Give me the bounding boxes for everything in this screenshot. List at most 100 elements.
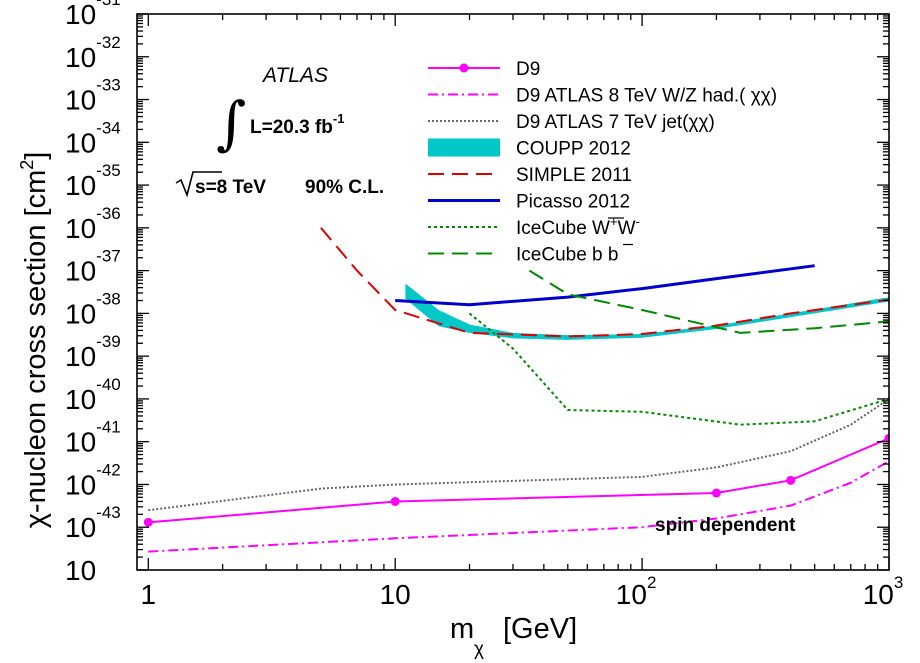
y-tick-label: 10-39 [65,332,121,372]
legend-label-part: W [618,218,636,239]
x-axis-title: m [450,613,474,645]
line-icecube-bb [528,269,889,334]
line-simple [320,227,889,338]
y-tick-label-base: 10 [65,469,96,500]
luminosity-label: L=20.3 fb-1 [250,111,344,138]
x-axis-title-subscript: χ [474,639,484,660]
x-tick-label: 103 [863,573,904,610]
point-d9-0 [143,517,153,527]
y-tick-label-base: 10 [65,256,96,287]
series-d9-wz [148,460,889,553]
y-tick-label-exponent: -35 [96,161,121,180]
legend-entry-simple: SIMPLE 2011 [428,165,632,186]
line-icecube-ww [468,312,889,426]
line-d9 [148,437,889,524]
point-d9-1 [390,496,400,506]
y-tick-label-exponent: -32 [96,33,121,52]
y-tick-label-exponent: -33 [96,76,121,95]
luminosity-exponent: -1 [333,111,345,126]
y-axis-title: χ-nucleon cross section [cm2] [17,152,52,529]
legend-marker-d9 [459,63,469,73]
y-tick-label-exponent: -43 [96,503,121,522]
y-tick-label-base: 10 [65,170,96,201]
y-tick-label-base: 10 [65,341,96,372]
legend-label-sup: - [636,214,640,229]
spin-dependent-label: spin dependent [655,515,796,536]
series-picasso [395,264,815,307]
line-d9-jet [148,398,889,512]
legend-label-part: IceCube W [516,218,610,239]
y-tick-label: 10-43 [65,503,121,543]
series-icecube-ww [468,312,889,426]
legend-label-simple: SIMPLE 2011 [516,165,632,186]
cl-label: 90% C.L. [305,177,384,198]
y-tick-label: 10-36 [65,204,121,244]
legend-label-icecube-bb: IceCube b b [516,245,618,266]
legend-label-d9-jet: D9 ATLAS 7 TeV jet(χχ) [516,112,715,133]
legend-label-picasso: Picasso 2012 [516,192,630,213]
y-tick-label: 10-40 [65,375,121,415]
y-tick-label-base: 10 [65,427,96,458]
y-tick-label-exponent: -37 [96,247,121,266]
legend-label-icecube-ww: IceCube W+W- [516,214,640,239]
legend-entry-icecube-ww: IceCube W+W- [428,214,640,239]
x-tick-label-exponent: 3 [894,573,903,592]
y-tick-label: 10-41 [65,418,121,458]
x-tick-label-base: 10 [863,579,894,610]
y-tick-label: 10-38 [65,289,121,329]
y-axis-title-close: ] [20,152,52,160]
x-tick-label-base: 1 [141,579,157,610]
x-tick-label-base: 10 [616,579,647,610]
series-simple [320,227,889,338]
luminosity-value: L=20.3 fb [250,117,333,138]
y-tick-label-exponent: -31 [96,0,121,9]
integral-sign: ∫ [216,89,246,157]
y-tick-label-exponent: -39 [96,332,121,351]
legend-swatch-coupp [428,138,500,157]
y-tick-label-exponent: -36 [96,204,121,223]
x-tick-label-base: 10 [380,579,411,610]
y-tick-label-base: 10 [65,512,96,543]
point-d9-2 [711,488,721,498]
y-tick-label-base: 10 [65,85,96,116]
y-tick-label-exponent: -41 [96,418,121,437]
legend-entry-coupp: COUPP 2012 [428,138,631,160]
line-picasso [395,264,815,307]
legend-label-d9: D9 [516,59,540,80]
y-tick-label: 10-34 [65,118,121,158]
y-tick-label-exponent: -34 [96,118,121,137]
y-axis-title-sup: 2 [17,160,37,170]
series-icecube-bb [528,269,889,334]
plot-area [143,227,889,553]
legend-entry-d9-jet: D9 ATLAS 7 TeV jet(χχ) [428,112,715,133]
legend: D9 D9 ATLAS 8 TeV W/Z had.( χχ) D9 ATLAS 7… [428,59,777,266]
x-axis-title-main: m [450,613,474,645]
y-tick-label-base: 10 [65,42,96,73]
y-tick-label-exponent: -40 [96,375,121,394]
annotations: ATLAS ∫ L=20.3 fb-1 s=8 TeV 90% C.L. spi… [175,64,796,536]
y-tick-label-base: 10 [65,555,96,586]
y-tick-label: 10-42 [65,460,121,500]
y-tick-label: 10-37 [65,247,121,287]
series-layer [143,227,889,553]
legend-entry-d9-wz: D9 ATLAS 8 TeV W/Z had.( χχ) [428,86,777,107]
series-d9 [143,433,889,527]
y-tick-label-exponent: -38 [96,289,121,308]
y-tick-label: 10-35 [65,161,121,201]
point-d9-3 [786,475,796,485]
legend-entry-picasso: Picasso 2012 [428,192,630,213]
atlas-label: ATLAS [261,64,328,87]
x-tick-label: 1 [141,579,157,610]
y-tick-label-base: 10 [65,298,96,329]
axis-titles: m χ [GeV] χ-nucleon cross section [cm2] [17,152,577,660]
y-tick-label-exponent: -42 [96,460,121,479]
y-tick-label-base: 10 [65,384,96,415]
axes: 11010210310-3110-3210-3310-3410-3510-361… [65,0,903,610]
x-axis-title-unit: [GeV] [503,613,577,645]
y-tick-label-base: 10 [65,0,96,30]
y-tick-label: 10 [65,555,96,586]
sqrt-sign [175,171,222,198]
y-tick-label: 10-32 [65,33,121,73]
series-d9-jet [148,398,889,512]
